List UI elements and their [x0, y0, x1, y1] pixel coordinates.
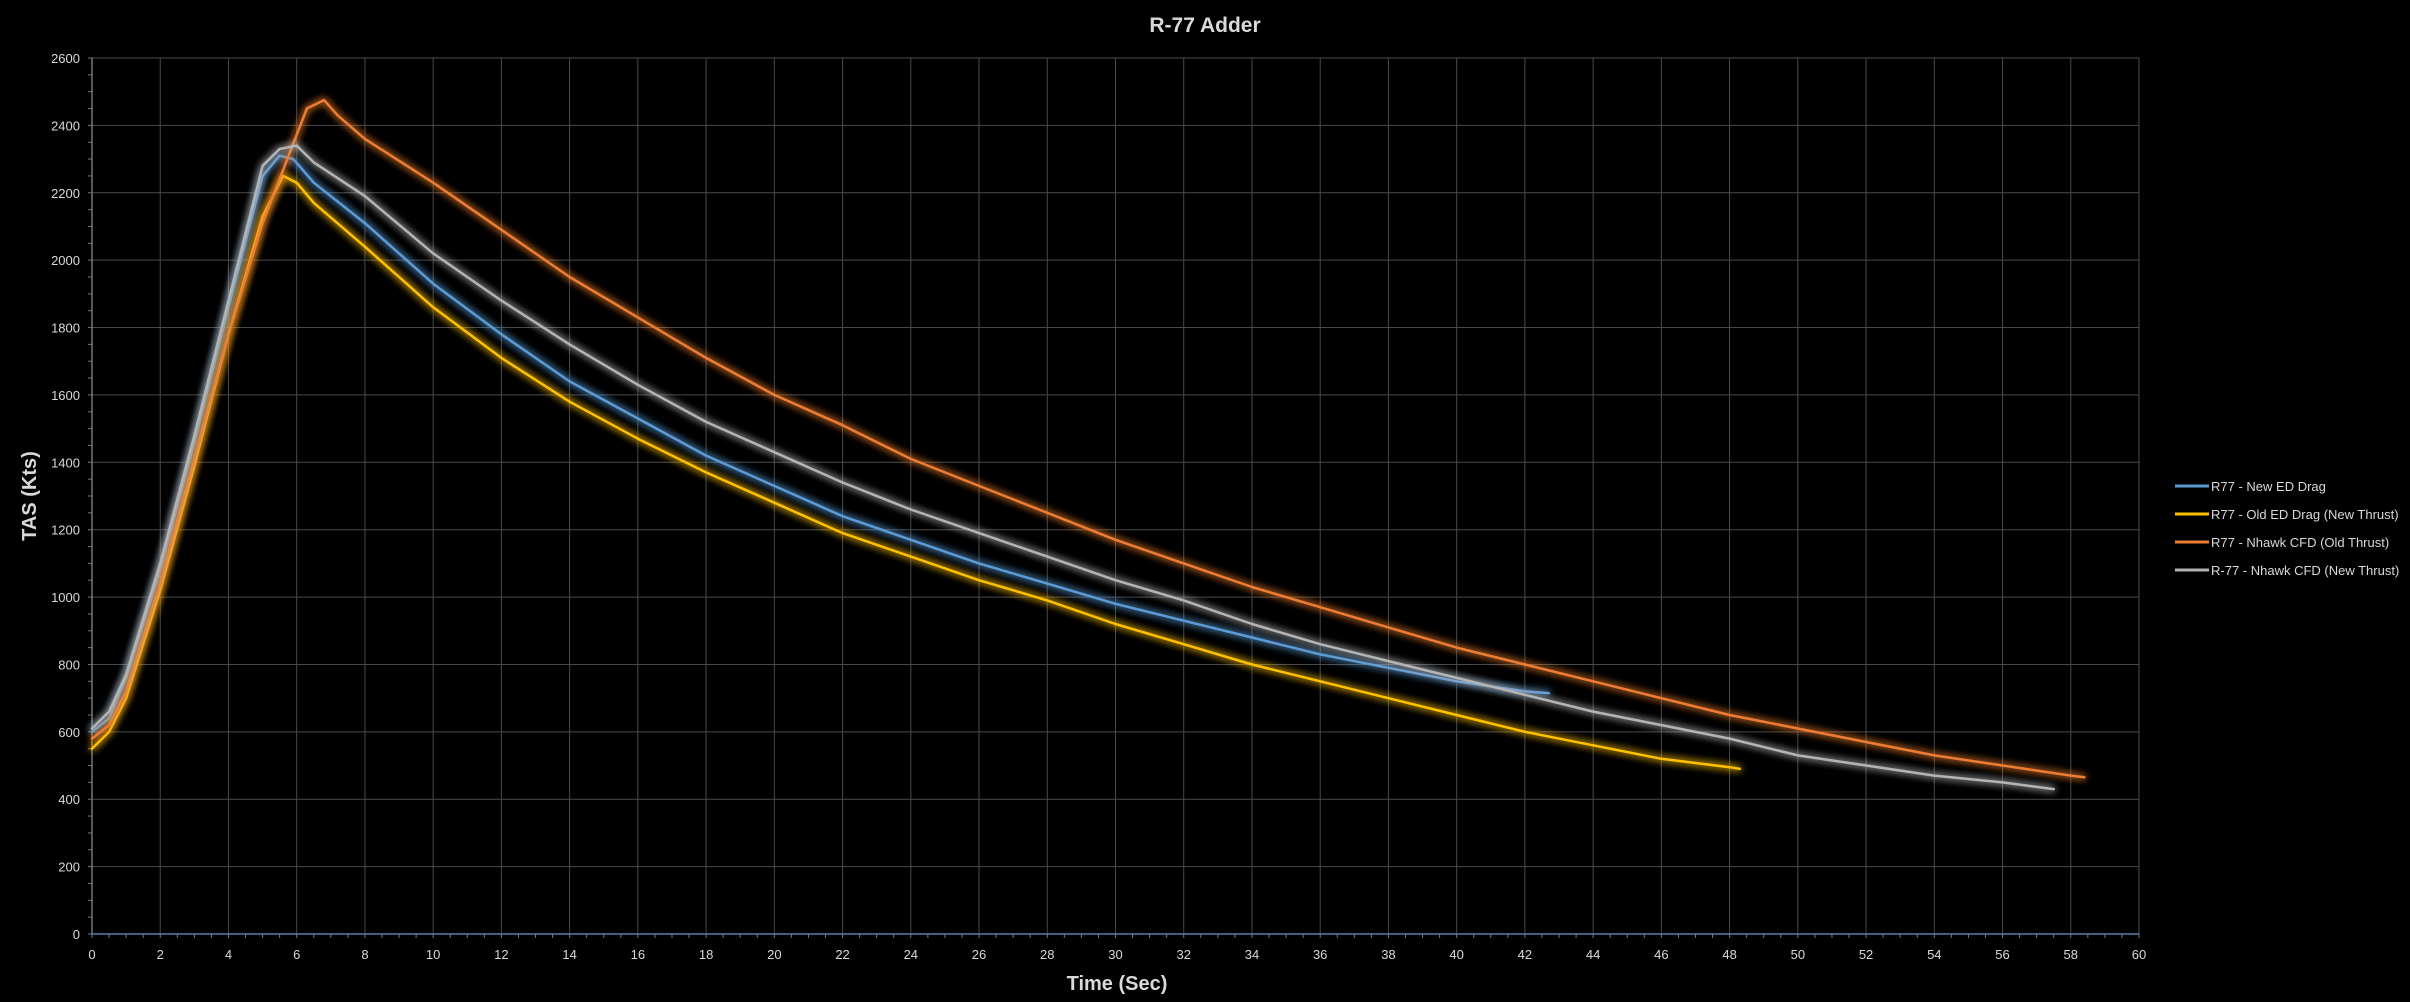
x-tick-label: 32 — [1176, 947, 1190, 962]
x-tick-label: 34 — [1245, 947, 1259, 962]
y-tick-label: 2600 — [51, 51, 80, 66]
x-tick-label: 20 — [767, 947, 781, 962]
legend: R77 - New ED Drag R77 - Old ED Drag (New … — [2175, 479, 2399, 578]
y-tick-label: 1000 — [51, 590, 80, 605]
legend-label: R77 - New ED Drag — [2211, 479, 2326, 494]
series-line-2 — [90, 174, 1742, 771]
y-tick-label: 2000 — [51, 253, 80, 268]
y-tick-label: 1600 — [51, 388, 80, 403]
x-tick-label: 58 — [2064, 947, 2078, 962]
x-tick-label: 30 — [1108, 947, 1122, 962]
series-line-3 — [90, 98, 2086, 779]
series-line-1 — [90, 154, 1551, 734]
x-tick-label: 40 — [1449, 947, 1463, 962]
series-line-4 — [90, 144, 2055, 791]
y-tick-label: 2400 — [51, 118, 80, 133]
x-tick-label: 0 — [88, 947, 95, 962]
x-tick-label: 54 — [1927, 947, 1941, 962]
x-tick-label: 42 — [1518, 947, 1532, 962]
x-tick-label: 44 — [1586, 947, 1600, 962]
x-tick-label: 12 — [494, 947, 508, 962]
x-tick-label: 36 — [1313, 947, 1327, 962]
x-tick-label: 26 — [972, 947, 986, 962]
y-tick-label: 400 — [58, 792, 80, 807]
x-tick-label: 8 — [361, 947, 368, 962]
x-tick-label: 2 — [157, 947, 164, 962]
x-tick-label: 24 — [904, 947, 918, 962]
y-tick-label: 600 — [58, 725, 80, 740]
legend-label: R-77 - Nhawk CFD (New Thrust) — [2211, 563, 2399, 578]
series-layer — [90, 98, 2086, 791]
axes: 0 2 4 6 8 10 12 14 16 18 20 22 24 26 28 30 32 34 36 38 40 42 4… — [51, 51, 2146, 962]
legend-label: R77 - Nhawk CFD (Old Thrust) — [2211, 535, 2389, 550]
y-axis-label: TAS (Kts) — [19, 451, 41, 541]
legend-label: R77 - Old ED Drag (New Thrust) — [2211, 507, 2399, 522]
x-tick-label: 56 — [1995, 947, 2009, 962]
x-axis-label: Time (Sec) — [1067, 973, 1168, 995]
x-tick-label: 46 — [1654, 947, 1668, 962]
x-tick-label: 6 — [293, 947, 300, 962]
x-tick-label: 50 — [1791, 947, 1805, 962]
y-tick-label: 200 — [58, 860, 80, 875]
x-tick-label: 10 — [426, 947, 440, 962]
x-tick-label: 52 — [1859, 947, 1873, 962]
y-tick-label: 0 — [73, 927, 80, 942]
y-tick-label: 800 — [58, 657, 80, 672]
x-tick-label: 14 — [562, 947, 576, 962]
grid — [91, 57, 2140, 935]
x-tick-label: 38 — [1381, 947, 1395, 962]
chart-title: R-77 Adder — [1149, 14, 1260, 37]
y-tick-label: 1800 — [51, 321, 80, 336]
x-tick-label: 16 — [631, 947, 645, 962]
x-tick-label: 48 — [1722, 947, 1736, 962]
x-tick-label: 28 — [1040, 947, 1054, 962]
y-tick-label: 2200 — [51, 186, 80, 201]
x-tick-label: 4 — [225, 947, 232, 962]
x-tick-label: 60 — [2132, 947, 2146, 962]
y-tick-label: 1400 — [51, 455, 80, 470]
x-tick-label: 18 — [699, 947, 713, 962]
x-tick-label: 22 — [835, 947, 849, 962]
y-tick-label: 1200 — [51, 523, 80, 538]
